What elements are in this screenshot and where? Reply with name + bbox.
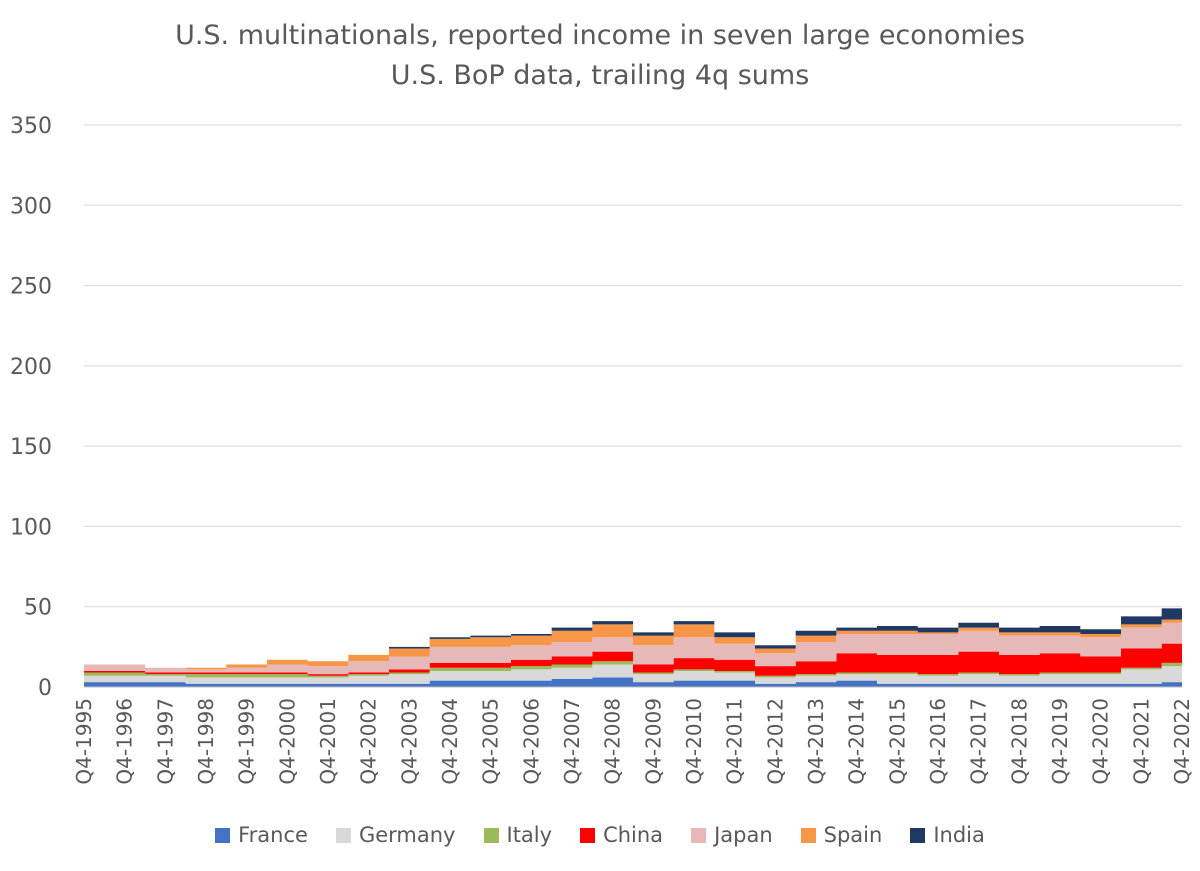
legend-swatch [483, 827, 499, 843]
x-tick-label: Q4-2006 [519, 698, 543, 785]
y-tick-label: 150 [10, 435, 52, 460]
series-area-spain [84, 619, 1182, 670]
x-tick-label: Q4-2019 [1048, 698, 1072, 785]
x-tick-label: Q4-2021 [1129, 698, 1153, 785]
legend-swatch [580, 827, 596, 843]
legend-item-italy: Italy [483, 823, 553, 847]
x-tick-label: Q4-2009 [641, 698, 665, 785]
legend-label: France [238, 823, 308, 847]
chart-subtitle: U.S. BoP data, trailing 4q sums [390, 60, 810, 91]
stacked-areas [84, 608, 1182, 687]
y-tick-label: 100 [10, 515, 52, 540]
legend-item-india: India [910, 823, 985, 847]
legend-swatch [800, 827, 816, 843]
x-tick-label: Q4-2004 [438, 698, 462, 785]
chart-title: U.S. multinationals, reported income in … [175, 20, 1025, 51]
y-tick-label: 350 [10, 114, 52, 139]
x-tick-label: Q4-2003 [397, 698, 421, 785]
gridlines [84, 124, 1182, 688]
legend-item-japan: Japan [691, 823, 773, 847]
y-axis-ticks: 0 50 100 150 200 250 300 350 [10, 114, 52, 701]
x-tick-label: Q4-1999 [235, 698, 259, 785]
legend-label: India [933, 823, 985, 847]
x-tick-label: Q4-1995 [72, 698, 96, 785]
legend: France Germany Italy China Japan Spain India [0, 823, 1200, 847]
x-tick-label: Q4-2017 [967, 698, 991, 785]
x-tick-label: Q4-2013 [804, 698, 828, 785]
legend-swatch [691, 827, 707, 843]
x-tick-label: Q4-1996 [113, 698, 137, 785]
x-tick-label: Q4-2014 [845, 698, 869, 785]
x-tick-label: Q4-2008 [601, 698, 625, 785]
y-tick-label: 200 [10, 355, 52, 380]
series-area-italy [84, 661, 1182, 678]
x-tick-label: Q4-2007 [560, 698, 584, 785]
y-tick-label: 50 [24, 596, 52, 621]
legend-swatch [910, 827, 926, 843]
x-tick-label: Q4-2010 [682, 698, 706, 785]
x-tick-label: Q4-2020 [1089, 698, 1113, 785]
x-tick-label: Q4-2005 [479, 698, 503, 785]
legend-swatch [335, 827, 351, 843]
legend-label: Japan [714, 823, 773, 847]
legend-swatch [215, 827, 231, 843]
y-tick-label: 0 [38, 676, 52, 701]
legend-item-spain: Spain [800, 823, 883, 847]
y-tick-label: 250 [10, 275, 52, 300]
legend-item-germany: Germany [335, 823, 456, 847]
x-tick-label: Q4-2011 [723, 698, 747, 785]
x-tick-label: Q4-2015 [885, 698, 909, 785]
x-tick-label: Q4-2012 [763, 698, 787, 785]
x-tick-label: Q4-1997 [153, 698, 177, 785]
x-tick-label: Q4-2002 [357, 698, 381, 785]
legend-label: Italy [506, 823, 553, 847]
y-tick-label: 300 [10, 194, 52, 219]
x-axis-ticks: Q4-1995 Q4-1996 Q4-1997 Q4-1998 Q4-1999 Q4-20… [72, 698, 1194, 785]
x-tick-label: Q4-2016 [926, 698, 950, 785]
legend-label: Germany [358, 823, 456, 847]
x-tick-label: Q4-2018 [1007, 698, 1031, 785]
x-tick-label: Q4-1998 [194, 698, 218, 785]
x-tick-label: Q4-2001 [316, 698, 340, 785]
legend-item-china: China [580, 823, 663, 847]
x-tick-label: Q4-2000 [275, 698, 299, 785]
x-tick-label: Q4-2022 [1170, 698, 1194, 785]
legend-label: China [603, 823, 664, 847]
legend-item-france: France [215, 823, 308, 847]
legend-label: Spain [823, 823, 883, 847]
